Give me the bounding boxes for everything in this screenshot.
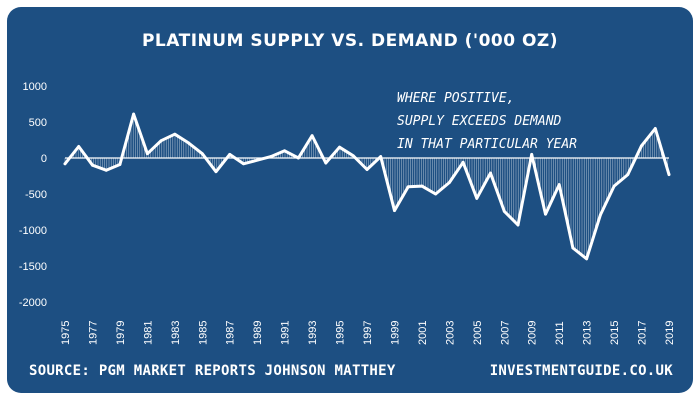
y-tick-label: 1000 xyxy=(23,81,47,93)
x-tick-label: 2007 xyxy=(499,321,511,345)
data-point xyxy=(296,156,300,160)
annotation-line: SUPPLY EXCEEDS DEMAND xyxy=(397,114,562,129)
data-point xyxy=(667,173,671,176)
x-tick-label: 2009 xyxy=(527,321,539,345)
data-point xyxy=(393,209,396,212)
data-point xyxy=(489,171,492,175)
x-tick-label: 2001 xyxy=(417,321,429,345)
data-point xyxy=(269,155,273,158)
data-point xyxy=(91,163,94,167)
data-point xyxy=(571,246,575,250)
chart-title: PLATINUM SUPPLY VS. DEMAND ('000 OZ) xyxy=(141,31,559,51)
data-point xyxy=(145,152,149,156)
data-point xyxy=(406,185,410,189)
series-line xyxy=(63,112,671,261)
x-tick-label: 1983 xyxy=(170,321,182,345)
data-point xyxy=(447,181,451,184)
x-tick-label: 1995 xyxy=(335,321,347,345)
data-point xyxy=(612,184,616,188)
data-point xyxy=(159,139,163,143)
data-point xyxy=(434,192,438,196)
y-tick-label: -500 xyxy=(25,189,47,201)
x-tick-label: 1985 xyxy=(197,321,209,345)
x-tick-label: 1989 xyxy=(252,321,264,345)
data-point xyxy=(324,161,328,165)
data-point xyxy=(63,162,67,166)
x-tick-label: 1997 xyxy=(362,321,374,345)
data-point xyxy=(365,168,369,171)
x-tick-label: 1979 xyxy=(115,321,127,345)
y-tick-label: -1000 xyxy=(19,225,47,237)
data-point xyxy=(640,144,643,148)
x-tick-label: 2003 xyxy=(444,321,456,345)
x-tick-label: 1981 xyxy=(142,321,154,345)
data-point xyxy=(516,223,520,227)
data-point xyxy=(544,212,547,216)
data-point xyxy=(310,134,314,138)
x-tick-label: 2013 xyxy=(582,321,594,345)
data-point xyxy=(200,152,204,156)
y-tick-label: -1500 xyxy=(19,261,47,273)
line-chart: 1000 500 0 -500 -1000 -1500 -2000 1975 1977 1979 1… xyxy=(19,81,676,345)
data-point xyxy=(242,162,245,166)
data-point xyxy=(255,158,259,162)
x-tick-label: 1977 xyxy=(87,321,99,345)
data-point xyxy=(475,196,479,200)
data-point xyxy=(132,112,136,116)
annotation-line: IN THAT PARTICULAR YEAR xyxy=(397,137,577,152)
data-point xyxy=(461,160,465,164)
data-point xyxy=(420,184,424,188)
x-tick-label: 2011 xyxy=(554,321,566,345)
data-point xyxy=(351,154,355,158)
chart-card: PLATINUM SUPPLY VS. DEMAND ('000 OZ) 100… xyxy=(7,7,693,393)
x-tick-label: 1975 xyxy=(60,321,72,345)
data-point xyxy=(187,141,190,145)
y-tick-label: 500 xyxy=(29,117,47,129)
y-tick-label: 0 xyxy=(41,153,47,165)
x-tick-label: 2017 xyxy=(637,321,649,345)
data-point xyxy=(557,183,561,187)
site-credit: INVESTMENTGUIDE.CO.UK xyxy=(489,363,673,379)
x-tick-label: 1991 xyxy=(280,321,292,345)
data-point xyxy=(502,209,506,213)
annotation-line: WHERE POSITIVE, xyxy=(397,91,514,106)
data-point xyxy=(283,149,287,153)
data-point xyxy=(585,257,589,261)
y-tick-label: -2000 xyxy=(19,297,47,309)
data-point xyxy=(598,213,602,217)
x-tick-label: 2015 xyxy=(609,321,621,345)
data-point xyxy=(77,145,81,148)
data-point xyxy=(228,153,232,156)
data-point xyxy=(173,132,177,136)
x-tick-label: 1993 xyxy=(307,321,319,345)
data-point xyxy=(379,155,383,158)
data-point xyxy=(338,145,341,149)
source-credit: SOURCE: PGM MARKET REPORTS JOHNSON MATTH… xyxy=(29,363,396,379)
data-point xyxy=(530,153,534,156)
x-tick-label: 1987 xyxy=(225,321,237,345)
x-tick-label: 2005 xyxy=(472,321,484,345)
x-tick-label: 1999 xyxy=(389,321,401,345)
data-point xyxy=(626,173,630,176)
data-point xyxy=(214,170,218,174)
data-point xyxy=(653,127,657,130)
x-tick-label: 2019 xyxy=(664,321,676,345)
data-point xyxy=(118,163,122,166)
data-point xyxy=(104,168,108,172)
